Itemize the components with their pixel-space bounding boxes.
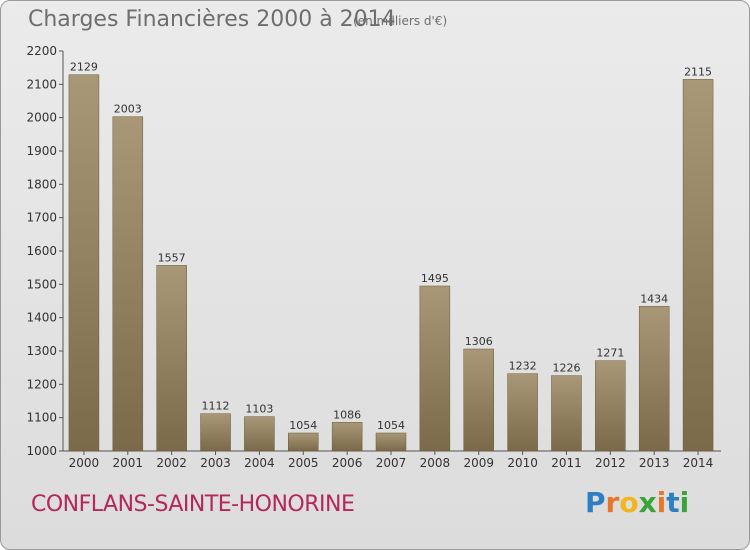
y-tick-label: 1300 xyxy=(26,344,57,358)
bar xyxy=(682,79,714,452)
x-tick-label: 2012 xyxy=(595,456,626,470)
x-tick-label: 2010 xyxy=(507,456,538,470)
city-name: CONFLANS-SAINTE-HONORINE xyxy=(31,492,355,517)
x-tick-label: 2013 xyxy=(639,456,670,470)
y-tick-label: 1700 xyxy=(26,211,57,225)
y-tick-label: 2100 xyxy=(26,77,57,91)
y-tick-label: 1800 xyxy=(26,177,57,191)
bar-value-label: 2129 xyxy=(70,61,98,74)
proxiti-logo[interactable]: Proxiti xyxy=(585,486,689,519)
logo-letter: o xyxy=(619,486,639,519)
x-tick-label: 2004 xyxy=(244,456,275,470)
logo-letter: P xyxy=(585,486,606,519)
logo-letter: r xyxy=(605,486,620,519)
bar-value-label: 2115 xyxy=(684,65,712,78)
bar xyxy=(156,265,187,452)
y-tick-label: 1600 xyxy=(26,244,57,258)
bar-value-label: 1054 xyxy=(377,419,405,432)
y-tick-label: 1000 xyxy=(26,444,57,458)
bar xyxy=(463,348,494,452)
bar-value-label: 1112 xyxy=(202,400,230,413)
logo-letter: i xyxy=(679,486,690,519)
bar xyxy=(551,375,582,452)
y-tick-label: 1200 xyxy=(26,377,57,391)
y-tick-label: 2200 xyxy=(26,44,57,58)
x-tick-label: 2008 xyxy=(420,456,451,470)
bar xyxy=(638,306,670,452)
bar xyxy=(419,285,451,452)
x-tick-label: 2006 xyxy=(332,456,363,470)
bar xyxy=(375,432,407,452)
bar xyxy=(288,432,319,452)
bar xyxy=(331,422,363,452)
y-tick-label: 1100 xyxy=(26,411,57,425)
bar xyxy=(244,416,275,452)
bar-value-label: 1557 xyxy=(158,251,186,264)
bar-value-label: 1103 xyxy=(245,403,273,416)
chart-title: Charges Financières 2000 à 2014 xyxy=(28,7,396,32)
bar-value-label: 1086 xyxy=(333,408,361,421)
logo-letter: x xyxy=(638,486,657,519)
x-tick-label: 2011 xyxy=(551,456,582,470)
y-tick-label: 2000 xyxy=(26,111,57,125)
bar-value-label: 1495 xyxy=(421,272,449,285)
x-tick-label: 2001 xyxy=(113,456,144,470)
x-tick-label: 2000 xyxy=(69,456,100,470)
y-tick-label: 1400 xyxy=(26,311,57,325)
bar-value-label: 2003 xyxy=(114,103,142,116)
x-tick-label: 2009 xyxy=(463,456,494,470)
bar-value-label: 1226 xyxy=(552,362,580,375)
x-tick-label: 2005 xyxy=(288,456,319,470)
bar-value-label: 1434 xyxy=(640,292,668,305)
bar xyxy=(200,413,231,452)
bar-value-label: 1271 xyxy=(596,347,624,360)
chart-subtitle: (en milliers d'€) xyxy=(353,14,448,28)
y-tick-label: 1500 xyxy=(26,277,57,291)
bar-value-label: 1232 xyxy=(509,360,537,373)
logo-letter: t xyxy=(666,486,680,519)
x-tick-label: 2003 xyxy=(200,456,231,470)
y-tick-label: 1900 xyxy=(26,144,57,158)
bar-value-label: 1306 xyxy=(465,335,493,348)
x-tick-label: 2002 xyxy=(156,456,187,470)
x-tick-label: 2014 xyxy=(683,456,714,470)
logo-letter: i xyxy=(656,486,667,519)
bar xyxy=(112,116,144,452)
bar-value-label: 1054 xyxy=(289,419,317,432)
bar xyxy=(595,360,626,452)
bar xyxy=(68,74,100,452)
bar xyxy=(507,373,538,452)
x-tick-label: 2007 xyxy=(376,456,407,470)
